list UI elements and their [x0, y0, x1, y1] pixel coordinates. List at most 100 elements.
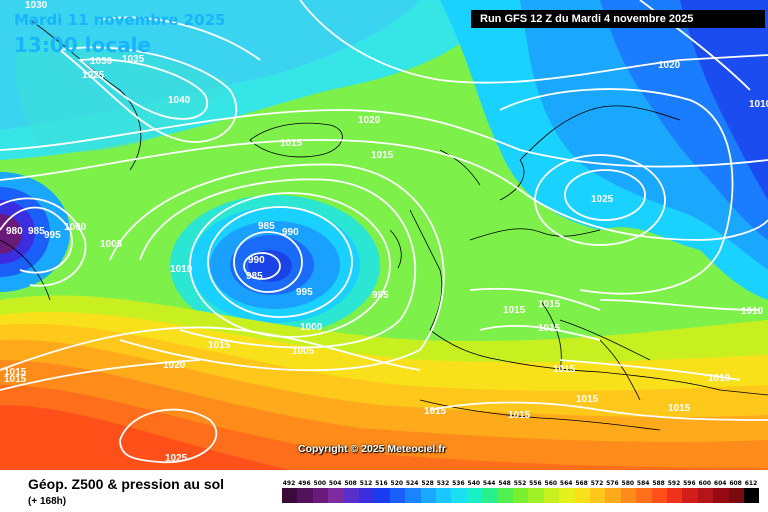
scale-swatch — [728, 488, 744, 503]
isobar-label: 1015 — [4, 374, 27, 385]
isobar-label: 1010 — [708, 373, 731, 384]
scale-value-label: 580 — [621, 480, 635, 487]
scale-value-label: 532 — [436, 480, 450, 487]
isobar-label: 1015 — [538, 323, 561, 334]
scale-value-label: 544 — [482, 480, 496, 487]
scale-swatch — [513, 488, 529, 503]
isobar-label: 985 — [258, 221, 275, 232]
scale-value-label: 604 — [713, 480, 727, 487]
scale-value-label: 524 — [405, 480, 419, 487]
isobar-label: 1015 — [280, 138, 303, 149]
scale-swatch — [297, 488, 313, 503]
scale-swatch — [636, 488, 652, 503]
isobar-label: 980 — [6, 226, 23, 237]
isobar-label: 985 — [28, 226, 45, 237]
scale-value-label: 516 — [375, 480, 388, 487]
forecast-date: Mardi 11 novembre 2025 — [14, 11, 226, 29]
scale-value-label: 508 — [344, 480, 357, 487]
scale-value-label: 564 — [559, 480, 573, 487]
scale-swatch — [713, 488, 729, 503]
scale-value-label: 556 — [529, 480, 542, 487]
isobar-label: 1000 — [300, 322, 323, 333]
scale-swatch — [343, 488, 359, 503]
isobar-label: 995 — [372, 290, 389, 301]
scale-swatch — [282, 488, 298, 503]
forecast-hour: (+ 168h) — [28, 496, 67, 507]
scale-swatch — [620, 488, 637, 503]
scale-value-label: 608 — [729, 480, 742, 487]
scale-swatch — [374, 488, 390, 503]
scale-value-label: 500 — [313, 480, 327, 487]
isobar-label: 985 — [246, 271, 263, 282]
scale-value-label: 592 — [667, 480, 681, 487]
isobar-label: 1020 — [163, 360, 186, 371]
scale-value-label: 600 — [698, 480, 712, 487]
isobar-label: 995 — [296, 287, 313, 298]
scale-value-label: 568 — [575, 480, 588, 487]
isobar-label: 1020 — [358, 115, 381, 126]
isobar-label: 990 — [282, 227, 299, 238]
legend-area: Géop. Z500 & pression au sol (+ 168h) 49… — [0, 470, 768, 512]
isobar-label: 1025 — [591, 194, 614, 205]
scale-value-label: 548 — [498, 480, 511, 487]
isobar-label: 1015 — [553, 364, 576, 375]
isobar-label: 1030 — [90, 56, 113, 67]
isobar-label: 1030 — [25, 0, 48, 11]
isobar-label: 1025 — [165, 453, 188, 464]
scale-value-label: 520 — [390, 480, 404, 487]
isobar-label: 1020 — [658, 60, 681, 71]
coastlines — [0, 19, 768, 431]
isobar-label: 1015 — [503, 305, 526, 316]
scale-value-label: 596 — [683, 480, 696, 487]
isobars — [0, 0, 768, 464]
isobar-labels: 1030 1030 1035 1025 1040 1020 1020 1015 … — [4, 0, 768, 464]
isobar-label: 1040 — [168, 95, 191, 106]
scale-value-label: 584 — [636, 480, 650, 487]
scale-swatch — [436, 488, 452, 503]
scale-swatch — [590, 488, 606, 503]
isobar-label: 1015 — [371, 150, 394, 161]
isobar-label: 1005 — [292, 346, 315, 357]
scale-swatch — [605, 488, 621, 503]
scale-swatch — [744, 488, 760, 503]
chart-title: Géop. Z500 & pression au sol — [28, 476, 225, 492]
scale-value-label: 528 — [421, 480, 434, 487]
scale-swatch — [559, 488, 575, 503]
isobar-label: 1010 — [749, 99, 768, 110]
scale-swatch — [359, 488, 375, 503]
isobar-label: 1000 — [64, 222, 87, 233]
isobar-label: 1015 — [208, 340, 231, 351]
forecast-time: 13:00 locale — [14, 33, 151, 57]
scale-swatch — [466, 488, 483, 503]
scale-swatch — [667, 488, 683, 503]
scale-swatch — [697, 488, 714, 503]
isobar-label: 1025 — [82, 70, 105, 81]
scale-swatch — [405, 488, 421, 503]
scale-value-label: 512 — [359, 480, 373, 487]
scale-value-label: 504 — [328, 480, 342, 487]
scale-value-label: 492 — [282, 480, 296, 487]
scale-swatch — [543, 488, 560, 503]
scale-value-label: 612 — [744, 480, 758, 487]
scale-swatch — [328, 488, 344, 503]
scale-value-label: 560 — [544, 480, 558, 487]
copyright-notice: Copyright © 2025 Meteociel.fr — [298, 443, 446, 455]
isobar-label: 1015 — [538, 299, 561, 310]
isobar-label: 1010 — [170, 264, 193, 275]
scale-value-label: 496 — [298, 480, 311, 487]
scale-swatch — [451, 488, 467, 503]
scale-swatch — [682, 488, 698, 503]
isobar-label: 1015 — [508, 410, 531, 421]
scale-swatch — [482, 488, 498, 503]
isobar-label: 1015 — [668, 403, 691, 414]
isobar-label: 1015 — [4, 367, 27, 378]
model-run-banner: Run GFS 12 Z du Mardi 4 novembre 2025 — [471, 10, 765, 28]
weather-map: 1030 1030 1035 1025 1040 1020 1020 1015 … — [0, 0, 768, 470]
isobar-label: 1005 — [100, 239, 123, 250]
scale-value-label: 536 — [452, 480, 465, 487]
scale-swatch — [651, 488, 667, 503]
isobar-label: 1035 — [122, 54, 145, 65]
scale-value-label: 540 — [467, 480, 481, 487]
scale-value-label: 588 — [652, 480, 665, 487]
